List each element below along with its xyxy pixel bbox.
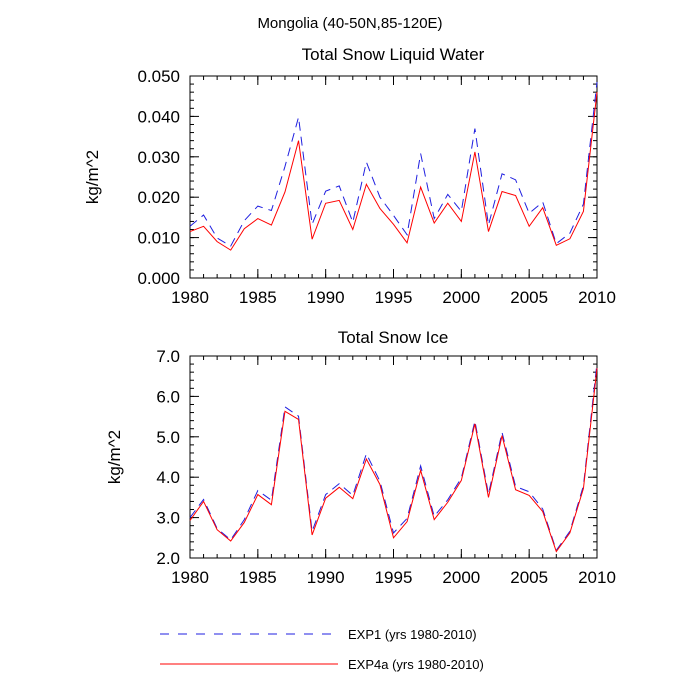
y-tick-label: 6.0 [156, 387, 180, 406]
panel-snow-liquid-water: Total Snow Liquid Water kg/m^2 1980 1985 1… [83, 45, 616, 307]
series-line-exp4a [189, 92, 598, 251]
x-tick-label: 2000 [442, 568, 480, 587]
y-tick-label: 4.0 [156, 468, 180, 487]
x-tick-label: 1995 [375, 288, 413, 307]
x-tick-label: 1985 [239, 568, 277, 587]
figure-suptitle: Mongolia (40-50N,85-120E) [257, 15, 442, 32]
y-axis-label: kg/m^2 [83, 150, 102, 204]
plot-frame [189, 75, 598, 279]
x-tick-label: 1990 [307, 288, 345, 307]
x-tick-label: 2010 [578, 288, 616, 307]
y-tick-label: 0.020 [137, 188, 180, 207]
x-tick-label: 1980 [171, 288, 209, 307]
y-tick-label: 3.0 [156, 509, 180, 528]
x-tick-label: 2005 [510, 568, 548, 587]
series-line-exp1 [189, 82, 598, 247]
y-tick-label: 5.0 [156, 428, 180, 447]
panel-snow-ice: Total Snow Ice kg/m^2 1980 1985 1990 1995 20… [105, 328, 616, 587]
legend: EXP1 (yrs 1980-2010) EXP4a (yrs 1980-201… [160, 627, 484, 672]
y-axis-label: kg/m^2 [105, 430, 124, 484]
panel-title: Total Snow Ice [338, 328, 449, 347]
x-tick-label: 2005 [510, 288, 548, 307]
x-tick-label: 1980 [171, 568, 209, 587]
y-tick-label: 0.030 [137, 148, 180, 167]
legend-label-exp4a: EXP4a (yrs 1980-2010) [348, 657, 484, 672]
x-tick-label: 2000 [442, 288, 480, 307]
x-tick-label: 1995 [375, 568, 413, 587]
plot-frame [189, 355, 598, 559]
y-tick-label: 0.010 [137, 229, 180, 248]
y-tick-label: 0.040 [137, 107, 180, 126]
panel-title: Total Snow Liquid Water [302, 45, 485, 64]
x-tick-label: 1990 [307, 568, 345, 587]
x-tick-label: 1985 [239, 288, 277, 307]
y-tick-label: 0.000 [137, 269, 180, 288]
y-tick-label: 7.0 [156, 347, 180, 366]
x-tick-label: 2010 [578, 568, 616, 587]
series-line-exp1 [189, 362, 598, 552]
y-tick-label: 2.0 [156, 549, 180, 568]
series-line-exp4a [189, 368, 598, 553]
y-tick-label: 0.050 [137, 67, 180, 86]
legend-label-exp1: EXP1 (yrs 1980-2010) [348, 627, 477, 642]
